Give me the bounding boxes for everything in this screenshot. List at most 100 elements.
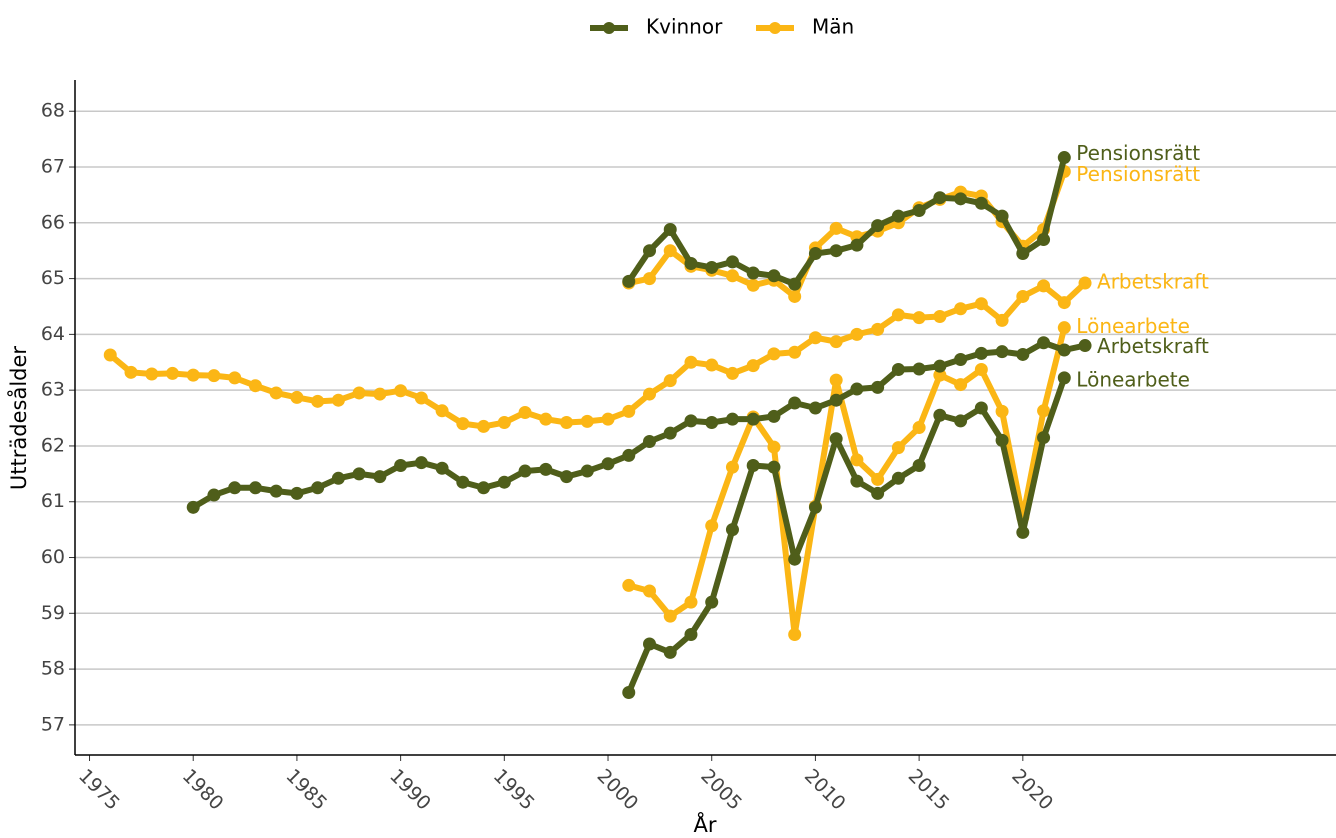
series-end-label: Pensionsrätt — [1076, 162, 1200, 186]
series-point — [228, 481, 242, 495]
series-point — [933, 408, 947, 422]
series-point — [995, 345, 1009, 359]
series-point — [705, 358, 719, 372]
series-point — [414, 456, 428, 470]
series-point — [580, 414, 594, 428]
series-point — [497, 475, 511, 489]
series-point — [788, 552, 802, 566]
x-tick-label: 1995 — [489, 765, 539, 815]
series-point — [746, 359, 760, 373]
series-point — [539, 462, 553, 476]
y-tick-label: 67 — [41, 156, 65, 178]
series-point — [560, 470, 574, 484]
series-point — [891, 471, 905, 485]
x-tick-label: 2000 — [593, 765, 643, 815]
series-point — [850, 238, 864, 252]
x-tick-label: 1980 — [178, 765, 228, 815]
x-tick-label: 1985 — [281, 765, 331, 815]
series-point — [684, 257, 698, 271]
series-point — [912, 421, 926, 435]
legend-dot — [769, 22, 781, 34]
y-tick-label: 66 — [41, 211, 65, 233]
series-point — [974, 196, 988, 210]
series-point — [746, 278, 760, 292]
series-point — [663, 426, 677, 440]
y-tick-label: 62 — [41, 434, 65, 456]
series-point — [186, 368, 200, 382]
series-point — [850, 474, 864, 488]
series-point — [995, 313, 1009, 327]
x-tick-label: 2010 — [800, 765, 850, 815]
y-tick-label: 68 — [41, 100, 65, 122]
series-point — [767, 440, 781, 454]
series-point — [207, 488, 221, 502]
series-point — [414, 391, 428, 405]
series-point — [663, 374, 677, 388]
series-point — [933, 310, 947, 324]
series-point — [850, 327, 864, 341]
series-point — [560, 416, 574, 430]
series-point — [871, 472, 885, 486]
series-point — [497, 416, 511, 430]
x-tick-label: 2020 — [1007, 765, 1057, 815]
series-point — [725, 412, 739, 426]
series-point — [725, 366, 739, 380]
series-point — [622, 274, 636, 288]
series-point — [995, 209, 1009, 223]
y-tick-label: 60 — [41, 546, 65, 568]
series-point — [767, 347, 781, 361]
series-point — [808, 500, 822, 514]
series-point — [767, 460, 781, 474]
series-point — [1057, 343, 1071, 357]
series-point — [622, 578, 636, 592]
series-point — [995, 404, 1009, 418]
series-point — [788, 277, 802, 291]
series-point — [912, 458, 926, 472]
series-end-label: Pensionsrätt — [1076, 141, 1200, 165]
series-point — [103, 348, 117, 362]
series-point — [954, 414, 968, 428]
series-point — [974, 346, 988, 360]
series-point — [269, 386, 283, 400]
series-point — [269, 484, 283, 498]
series-point — [808, 401, 822, 415]
series-point — [1037, 404, 1051, 418]
series-point — [331, 471, 345, 485]
series-point — [1016, 525, 1030, 539]
y-tick-label: 61 — [41, 490, 65, 512]
series-point — [974, 297, 988, 311]
series-point — [518, 405, 532, 419]
series-point — [746, 458, 760, 472]
series-point — [331, 393, 345, 407]
series-point — [871, 322, 885, 336]
series-point — [186, 500, 200, 514]
x-tick-label: 2015 — [904, 765, 954, 815]
series-point — [829, 432, 843, 446]
series-point — [1078, 276, 1092, 290]
series-end-label: Arbetskraft — [1097, 334, 1209, 358]
series-point — [456, 417, 470, 431]
series-point — [643, 244, 657, 258]
series-point — [684, 595, 698, 609]
series-point — [622, 404, 636, 418]
series-point — [352, 467, 366, 481]
series-end-label: Arbetskraft — [1097, 270, 1209, 294]
series-point — [891, 308, 905, 322]
series-point — [435, 404, 449, 418]
series-point — [663, 645, 677, 659]
series-point — [248, 379, 262, 393]
series-point — [788, 396, 802, 410]
series-point — [974, 363, 988, 377]
series-point — [145, 367, 159, 381]
series-line — [108, 280, 1088, 430]
series-point — [705, 260, 719, 274]
series-point — [601, 412, 615, 426]
series-point — [290, 390, 304, 404]
series-point — [829, 373, 843, 387]
series-point — [850, 453, 864, 467]
series-point — [394, 458, 408, 472]
series-point — [663, 223, 677, 237]
series-line — [627, 326, 1068, 638]
series-point — [643, 387, 657, 401]
